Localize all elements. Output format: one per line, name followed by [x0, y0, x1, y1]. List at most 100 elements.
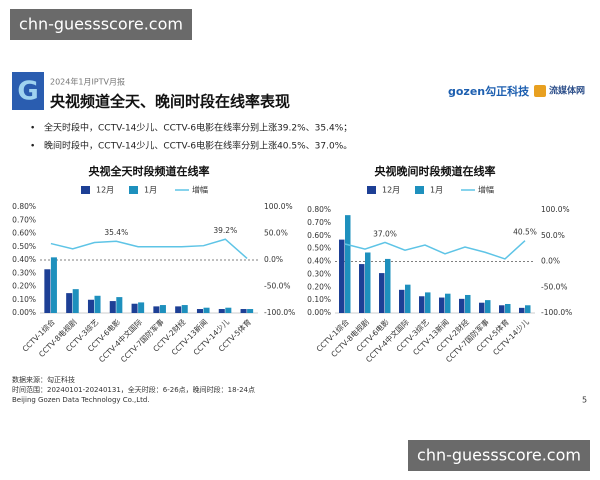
bar — [240, 309, 247, 313]
y2-tick-label: 0.0% — [264, 255, 283, 264]
bar — [203, 307, 210, 313]
bar — [247, 309, 254, 313]
bar — [385, 258, 391, 313]
legend-label: 1月 — [430, 186, 443, 195]
legend-label: 增幅 — [192, 185, 208, 195]
bar — [465, 294, 471, 313]
footer-source: 数据来源：勾正科技 — [12, 375, 75, 384]
bar — [485, 300, 491, 313]
legend-swatch — [81, 186, 90, 194]
partner-icon — [534, 85, 546, 97]
chart-title: 央视全天时段频道在线率 — [89, 164, 210, 178]
bar — [175, 306, 182, 313]
bar — [153, 306, 160, 313]
y2-tick-label: 100.0% — [541, 205, 570, 214]
bar — [50, 257, 57, 313]
bar — [405, 284, 411, 313]
line — [50, 238, 248, 259]
y2-tick-label: 0.0% — [541, 257, 560, 266]
line — [344, 240, 526, 260]
legend-label: 增幅 — [478, 185, 494, 195]
y2-tick-label: -100.0% — [541, 308, 572, 317]
y-tick-label: 0.30% — [12, 268, 36, 277]
bar — [94, 295, 101, 313]
data-label: 39.2% — [213, 226, 237, 235]
bar — [159, 305, 166, 313]
bar — [479, 302, 485, 313]
legend-swatch — [367, 186, 376, 194]
chart-title: 央视晚间时段频道在线率 — [375, 164, 496, 178]
data-label: 40.5% — [513, 228, 537, 237]
bullet-dot: • — [30, 124, 35, 134]
bar — [419, 296, 425, 313]
footer-company: Beijing Gozen Data Technology Co.,Ltd. — [12, 396, 150, 404]
y2-tick-label: 50.0% — [541, 231, 565, 240]
legend-label: 1月 — [144, 186, 157, 195]
y2-tick-label: -50.0% — [264, 282, 291, 291]
bar — [138, 302, 145, 313]
y-tick-label: 0.50% — [307, 244, 331, 253]
bar — [87, 299, 94, 313]
bar — [359, 264, 365, 313]
y-tick-label: 0.30% — [307, 269, 331, 278]
y-tick-label: 0.20% — [12, 282, 36, 291]
y-tick-label: 0.10% — [307, 295, 331, 304]
bar — [379, 273, 385, 313]
watermark-box — [10, 9, 192, 40]
bar — [196, 309, 203, 313]
bar — [425, 292, 431, 313]
bar — [525, 305, 531, 313]
bar — [365, 252, 371, 313]
bar — [181, 305, 188, 313]
y-tick-label: 0.40% — [307, 257, 331, 266]
y-tick-label: 0.10% — [12, 295, 36, 304]
legend-swatch — [415, 186, 424, 194]
y2-tick-label: 50.0% — [264, 229, 288, 238]
bar — [505, 303, 511, 313]
y2-tick-label: -50.0% — [541, 282, 568, 291]
y2-tick-label: 100.0% — [264, 202, 293, 211]
y-tick-label: 0.70% — [12, 215, 36, 224]
bar — [66, 293, 73, 313]
y-tick-label: 0.80% — [12, 202, 36, 211]
bar — [439, 297, 445, 313]
data-label: 37.0% — [373, 229, 397, 238]
logo-letter: G — [17, 77, 38, 107]
legend-label: 12月 — [96, 186, 114, 195]
bar — [131, 303, 138, 313]
bar — [519, 307, 525, 313]
bullet-text: 晚间时段中，CCTV-14少儿、CCTV-6电影在线率分别上涨40.5%、37.… — [44, 140, 352, 152]
y-tick-label: 0.20% — [307, 282, 331, 291]
bar — [116, 297, 123, 313]
bar — [109, 301, 116, 313]
y-tick-label: 0.50% — [12, 242, 36, 251]
bar — [499, 305, 505, 313]
legend-swatch — [129, 186, 138, 194]
watermark-box — [408, 440, 590, 471]
bar — [399, 289, 405, 313]
bar — [218, 309, 225, 313]
report-label: 2024年1月IPTV月报 — [50, 77, 125, 87]
page-title: 央视频道全天、晚间时段在线率表现 — [50, 93, 290, 111]
bar — [345, 215, 351, 313]
bar — [225, 307, 232, 313]
bullet-text: 全天时段中，CCTV-14少儿、CCTV-6电影在线率分别上涨39.2%、35.… — [44, 122, 352, 134]
bar — [339, 239, 345, 313]
page-number: 5 — [582, 396, 587, 405]
bar — [44, 269, 51, 313]
logo-block — [12, 72, 44, 110]
y2-tick-label: -100.0% — [264, 308, 295, 317]
watermark: chn-guessscore.com — [19, 15, 183, 34]
legend-label: 12月 — [382, 186, 400, 195]
bar — [72, 289, 79, 313]
y-tick-label: 0.80% — [307, 205, 331, 214]
data-label: 35.4% — [104, 228, 128, 237]
brand-logo: gozen勾正科技 — [448, 84, 530, 98]
bar — [459, 298, 465, 313]
y-tick-label: 0.40% — [12, 255, 36, 264]
footer-period: 时间范围：20240101-20240131，全天时段：6-26点，晚间时段：1… — [12, 385, 255, 394]
watermark: chn-guessscore.com — [417, 446, 581, 465]
y-tick-label: 0.70% — [307, 218, 331, 227]
